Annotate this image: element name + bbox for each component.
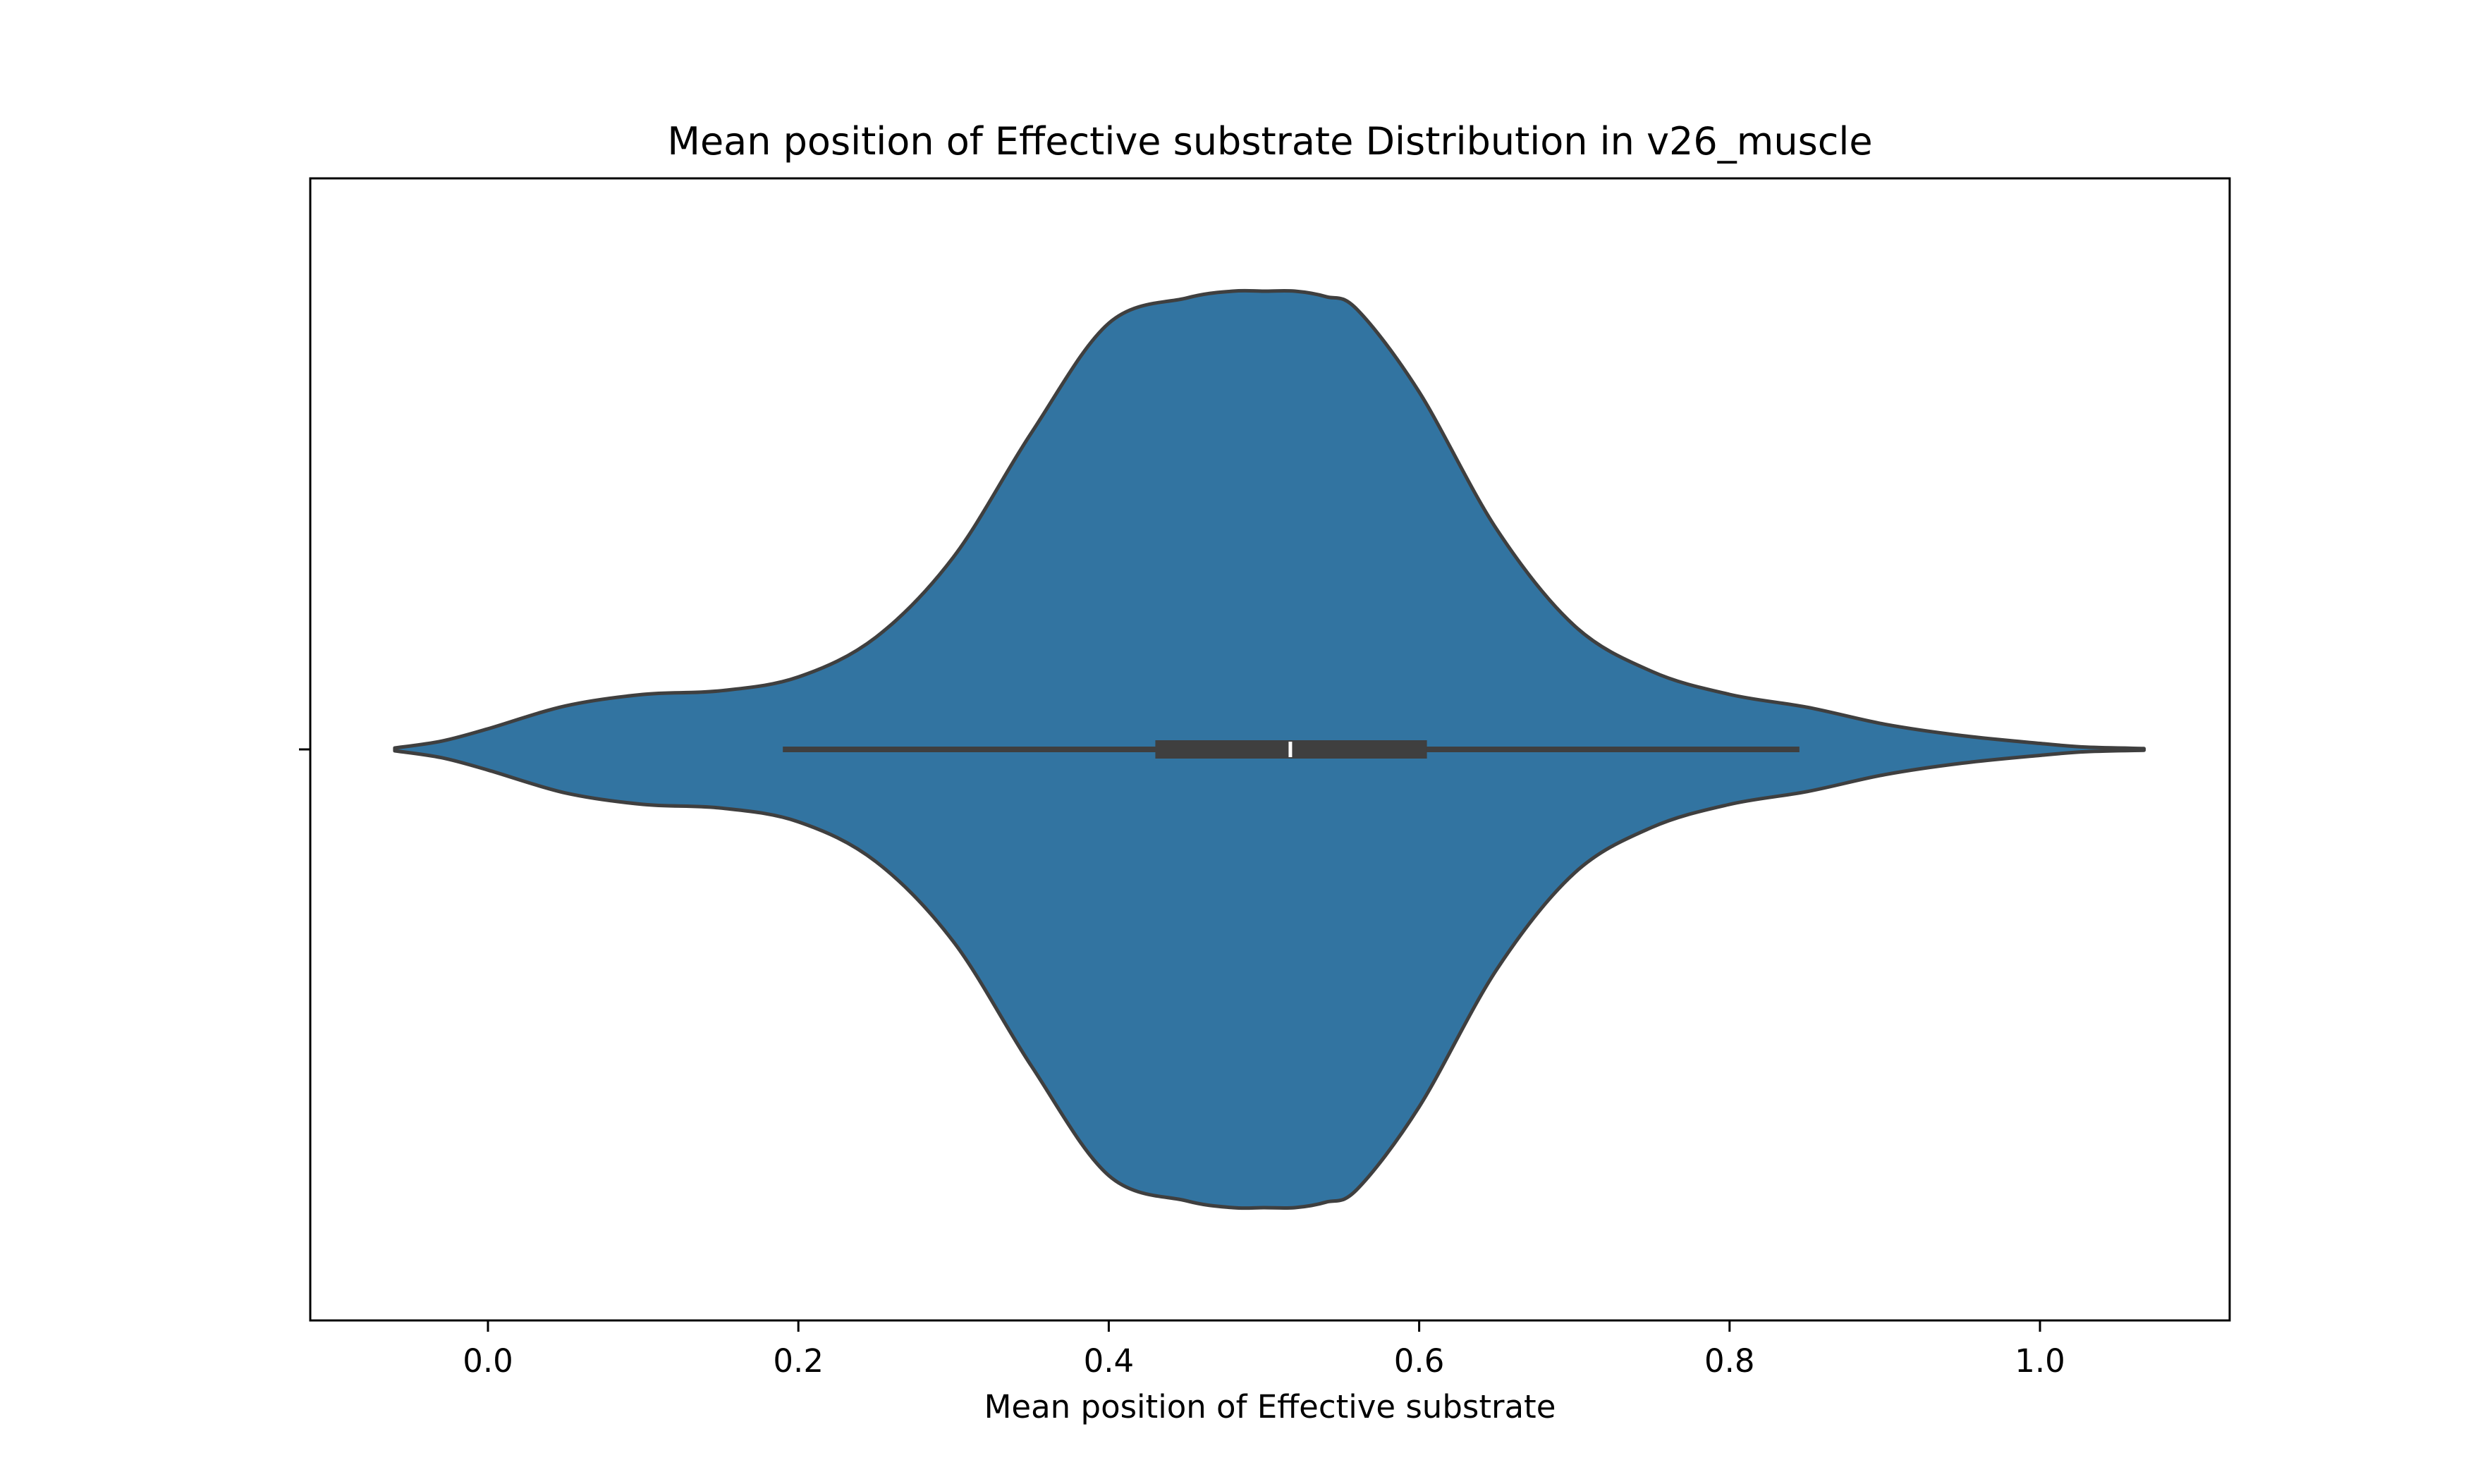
x-tick-label: 0.2 — [773, 1342, 824, 1380]
x-tick-label: 0.6 — [1394, 1342, 1445, 1380]
x-axis: 0.0 0.2 0.4 0.6 0.8 1.0 — [463, 1320, 2065, 1380]
x-tick-label: 0.8 — [1704, 1342, 1755, 1380]
x-tick-label: 1.0 — [2015, 1342, 2065, 1380]
plot-area — [393, 288, 2146, 1210]
x-tick-label: 0.4 — [1084, 1342, 1135, 1380]
x-tick-label: 0.0 — [463, 1342, 513, 1380]
x-axis-label: Mean position of Effective substrate — [984, 1388, 1556, 1425]
chart-title: Mean position of Effective substrate Dis… — [667, 119, 1872, 164]
